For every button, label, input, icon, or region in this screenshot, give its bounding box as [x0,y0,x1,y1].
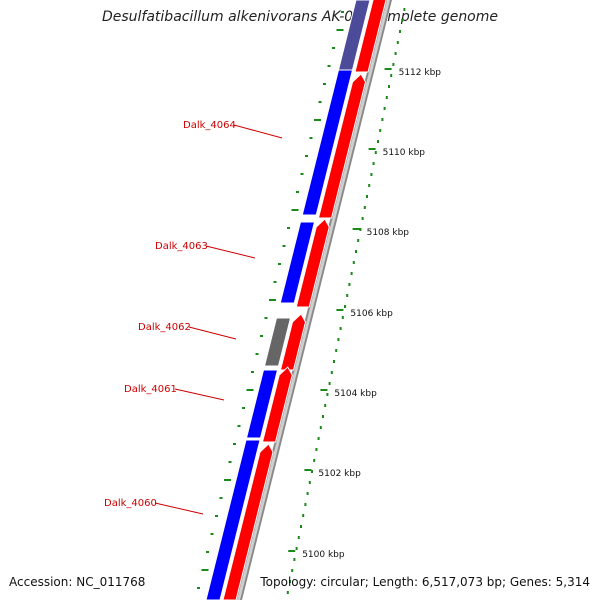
gene-label-dalk-4063: Dalk_4063 [155,241,208,252]
ruler-dot [403,8,406,11]
gene-leader-line [188,326,237,340]
ruler-dot [390,74,393,77]
ruler-dot [328,382,331,385]
ruler-dot [394,52,397,55]
ruler-dot [350,272,353,275]
ruler-dot [341,316,344,319]
reverse-feature-dalk-4061 [245,369,279,439]
accession-text: Accession: NC_011768 [9,575,146,589]
ruler-dot [313,459,316,462]
forward-feature-6 [222,443,274,600]
ruler-dot [370,173,373,176]
forward-feature-1 [354,0,387,73]
ruler-dot [304,503,307,506]
ruler-dot [344,305,346,308]
ruler-dot [355,250,357,253]
ruler-dot [319,426,322,429]
ruler-label: 5110 kbp [383,148,426,158]
ruler-label: 5104 kbp [334,389,377,399]
ruler-dot [286,591,289,594]
ruler-dot [348,283,351,286]
ruler-dot [300,525,302,528]
ruler-dot [326,393,329,396]
ruler-dot [302,514,305,517]
ruler-dot [330,371,333,374]
gene-leader-line [154,502,204,515]
reverse-feature-dalk-4062 [263,317,292,367]
gene-leader-line [233,124,283,139]
ruler-dot [295,547,298,550]
ruler-dot [357,239,360,242]
ruler-dot [293,558,296,561]
ruler-label: 5102 kbp [318,469,361,479]
ruler-dot [396,41,399,44]
gene-leader-line [174,388,225,401]
forward-feature-2 [317,73,367,219]
ruler-dot [297,536,300,539]
ruler-dot [335,349,338,352]
ruler-dot [366,195,368,198]
gene-label-dalk-4061: Dalk_4061 [124,384,177,395]
ruler-dot [322,415,324,418]
reverse-feature-dalk-4064 [301,69,354,216]
ruler-dot [306,492,309,495]
ruler-dot [346,294,349,297]
gene-label-dalk-4062: Dalk_4062 [138,322,191,333]
ruler-dot [377,140,379,143]
ruler-dot [368,184,371,187]
ruler-dot [379,129,382,132]
forward-feature-4 [279,313,307,371]
ruler-dot [291,569,294,572]
ruler-dot [401,19,404,22]
ruler-dot [385,96,388,99]
ruler-label: 5112 kbp [399,68,442,78]
ruler-dot [289,580,291,583]
ruler-label: 5100 kbp [302,550,345,560]
ruler-dot [339,327,342,330]
ruler-dot [392,63,395,66]
ruler-dot [359,228,362,231]
ruler-dot [337,338,340,341]
ruler-dot [372,162,375,165]
ruler-dot [311,470,313,473]
reverse-feature-dalk-4063 [279,221,316,304]
ruler-dot [324,404,327,407]
forward-feature-3 [295,218,330,308]
gene-leader-line [205,245,256,259]
ruler-dot [315,448,318,451]
map-title: Desulfatibacillum alkenivorans AK-01, co… [101,9,499,25]
ruler-dot [361,217,364,220]
gene-label-dalk-4060: Dalk_4060 [104,498,157,509]
ruler-dot [374,151,377,154]
ruler-dot [352,261,355,264]
ruler-dot [363,206,366,209]
topology-text: Topology: circular; Length: 6,517,073 bp… [260,575,590,589]
gene-label-dalk-4064: Dalk_4064 [183,120,236,131]
backbone-inner [237,0,390,600]
ruler-dot [308,481,311,484]
ruler-dot [383,107,386,110]
forward-feature-5 [261,366,293,443]
ruler-label: 5108 kbp [367,228,410,238]
ruler-dot [388,85,390,88]
ruler-dot [399,30,401,33]
ruler-dot [333,360,335,363]
ruler-dot [381,118,384,121]
reverse-feature-dalk-4060 [205,439,261,600]
ruler-dot [317,437,320,440]
ruler-label: 5106 kbp [350,309,393,319]
